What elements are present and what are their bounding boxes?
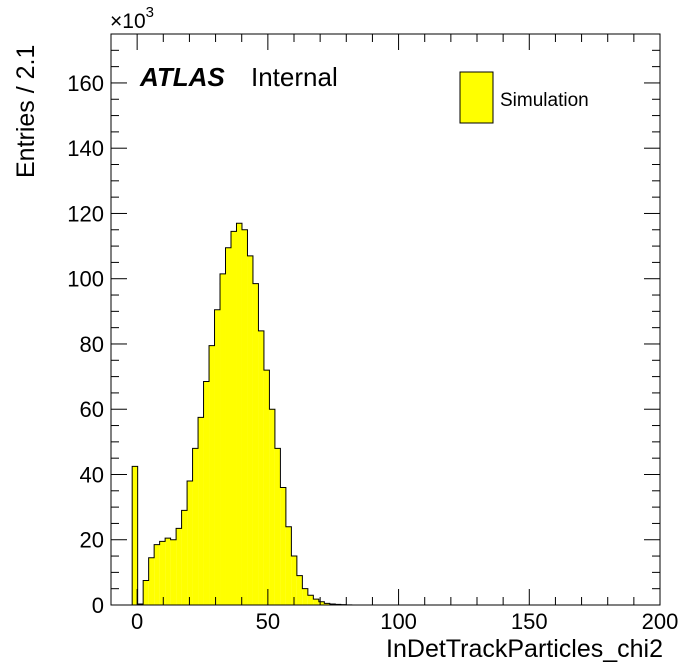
y-tick-label: 100 — [67, 267, 104, 292]
histogram-bin — [203, 381, 210, 605]
y-tick-label: 20 — [80, 528, 104, 553]
histogram-bin — [225, 247, 231, 605]
histogram-bin — [247, 255, 253, 606]
histogram-bin — [176, 528, 182, 605]
axis-ticks — [110, 33, 661, 606]
histogram-bin — [285, 526, 292, 605]
histogram-bin — [313, 599, 319, 605]
histogram-bin — [274, 448, 281, 605]
y-tick-label: 120 — [67, 201, 104, 226]
histogram-bin — [269, 409, 275, 605]
histogram-bin — [209, 345, 215, 605]
y-tick-label: 160 — [67, 71, 104, 96]
x-axis-title: InDetTrackParticles_chi2 — [386, 635, 663, 663]
y-multiplier: ×103 — [110, 4, 154, 33]
histogram-bin — [302, 588, 308, 605]
legend-swatch — [459, 71, 494, 124]
y-tick-label: 40 — [80, 462, 104, 487]
histogram-bin — [230, 231, 237, 605]
histogram-bin — [291, 556, 297, 605]
histogram-bin — [165, 538, 171, 605]
histogram-bin — [143, 580, 149, 605]
x-tick-label: 0 — [131, 609, 143, 634]
histogram-bin — [214, 309, 221, 605]
histogram-bin — [198, 417, 204, 605]
histogram-bin — [170, 539, 177, 605]
atlas-label: ATLAS — [139, 62, 225, 92]
histogram-bin — [236, 223, 242, 605]
histogram-bin — [263, 370, 270, 605]
histogram-bin — [318, 601, 325, 605]
legend-label: Simulation — [500, 90, 589, 111]
y-tick-label: 0 — [92, 593, 104, 618]
y-multiplier-base: ×10 — [110, 10, 146, 33]
histogram-bin — [187, 481, 193, 605]
histogram-bin — [154, 544, 160, 605]
internal-label: Internal — [251, 62, 338, 92]
histogram-bin — [241, 229, 248, 605]
histogram-bin — [324, 603, 330, 605]
histogram-bin — [192, 448, 199, 605]
histogram-bin — [296, 575, 303, 605]
histogram-bin — [159, 541, 166, 605]
y-multiplier-exponent: 3 — [146, 4, 154, 21]
x-tick-labels: 0 50 100 150 200 — [131, 609, 678, 634]
y-tick-label: 80 — [80, 332, 104, 357]
x-tick-label: 50 — [256, 609, 280, 634]
histogram-bin — [252, 283, 259, 605]
x-tick-label: 100 — [380, 609, 417, 634]
y-axis-title: Entries / 2.1 — [12, 45, 40, 178]
histogram-outline — [131, 222, 353, 606]
y-tick-labels: 0 20 40 60 80 100 120 140 160 — [67, 71, 104, 618]
plot-frame — [110, 33, 661, 606]
y-tick-label: 140 — [67, 136, 104, 161]
histogram-bars — [132, 223, 352, 606]
histogram-bin — [280, 487, 286, 605]
x-tick-label: 150 — [511, 609, 548, 634]
histogram-bin — [148, 557, 155, 605]
histogram-bin — [132, 466, 138, 605]
histogram-bin — [220, 273, 226, 605]
histogram-bin — [307, 595, 314, 605]
histogram-bin — [181, 510, 188, 605]
y-tick-label: 60 — [80, 397, 104, 422]
x-tick-label: 200 — [642, 609, 679, 634]
histogram-bin — [258, 330, 264, 605]
